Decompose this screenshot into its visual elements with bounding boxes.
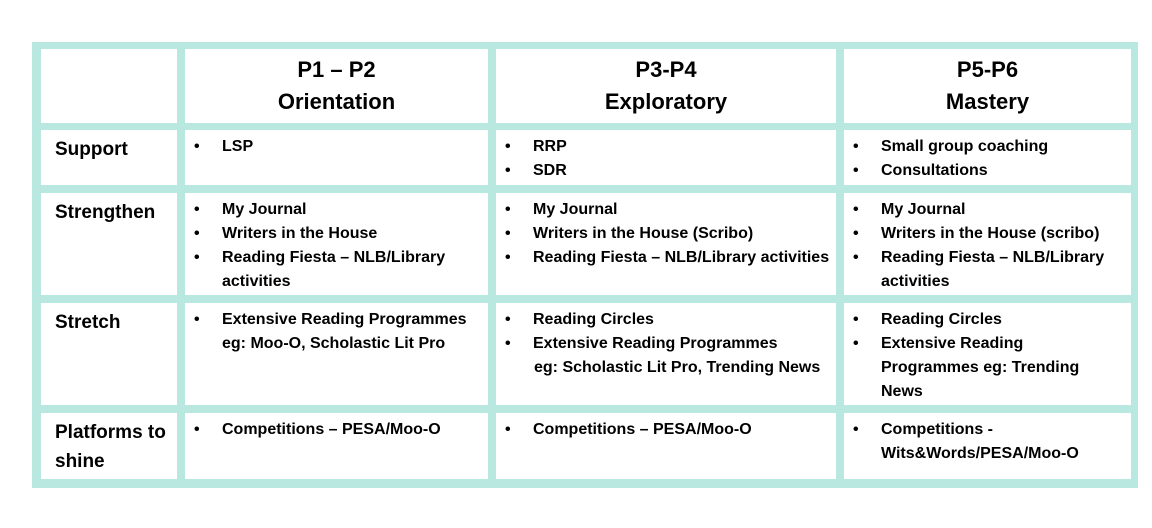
- bullet-icon: •: [853, 335, 859, 352]
- header-p1-p2: P1 – P2 Orientation: [185, 49, 488, 123]
- bullet-icon: •: [505, 335, 511, 352]
- support-p5-p6-cell: • Small group coaching • Consultations: [844, 130, 1131, 185]
- row-label-stretch: Stretch: [41, 303, 177, 405]
- row-label-strengthen: Strengthen: [41, 193, 177, 295]
- bullet-icon: •: [194, 138, 200, 155]
- bullet-icon: •: [194, 249, 200, 266]
- platforms-p3-p4-list: • Competitions – PESA/Moo-O: [496, 413, 836, 442]
- list-item: • Extensive Reading Programmes: [496, 332, 830, 356]
- header-p5-p6: P5-P6 Mastery: [844, 49, 1131, 123]
- list-item: • RRP: [496, 135, 830, 159]
- stretch-p3-p4-continuation: eg: Scholastic Lit Pro, Trending News: [534, 359, 821, 376]
- header-p1-p2-stage: Orientation: [277, 89, 396, 114]
- bullet-icon: •: [853, 421, 859, 438]
- strengthen-p5-p6-list: • My Journal • Writers in the House (scrib…: [844, 193, 1131, 294]
- list-item: • Extensive Reading Programmes eg: Trendi…: [844, 332, 1125, 404]
- stretch-p3-p4-cell: • Reading Circles • Extensive Reading Prog…: [496, 303, 836, 405]
- support-p1-p2-cell: • LSP: [185, 130, 488, 185]
- bullet-icon: •: [194, 201, 200, 218]
- list-item: • Writers in the House: [185, 222, 482, 246]
- support-p3-p4-cell: • RRP • SDR: [496, 130, 836, 185]
- bullet-icon: •: [505, 311, 511, 328]
- support-p5-p6-list: • Small group coaching • Consultations: [844, 130, 1131, 183]
- row-label-platforms-to-shine: Platforms to shine: [41, 413, 177, 479]
- list-item: • Reading Circles: [844, 308, 1125, 332]
- bullet-icon: •: [505, 162, 511, 179]
- list-item: • Reading Fiesta – NLB/Library activities: [844, 246, 1125, 294]
- header-p3-p4-stage: Exploratory: [604, 89, 728, 114]
- bullet-icon: •: [194, 225, 200, 242]
- bullet-icon: •: [505, 138, 511, 155]
- bullet-icon: •: [853, 201, 859, 218]
- list-item: • SDR: [496, 159, 830, 183]
- platforms-p3-p4-cell: • Competitions – PESA/Moo-O: [496, 413, 836, 479]
- bullet-icon: •: [853, 138, 859, 155]
- bullet-icon: •: [194, 311, 200, 328]
- stretch-p5-p6-cell: • Reading Circles • Extensive Reading Prog…: [844, 303, 1131, 405]
- header-p3-p4-level: P3-P4: [635, 57, 697, 82]
- bullet-icon: •: [505, 249, 511, 266]
- bullet-icon: •: [505, 201, 511, 218]
- stretch-p5-p6-list: • Reading Circles • Extensive Reading Prog…: [844, 303, 1131, 404]
- row-label-support: Support: [41, 130, 177, 185]
- list-item: • Small group coaching: [844, 135, 1125, 159]
- platforms-p1-p2-list: • Competitions – PESA/Moo-O: [185, 413, 488, 442]
- bullet-icon: •: [194, 421, 200, 438]
- list-item: • My Journal: [844, 198, 1125, 222]
- strengthen-p1-p2-list: • My Journal • Writers in the House • Readi…: [185, 193, 488, 294]
- bullet-icon: •: [505, 421, 511, 438]
- list-item: • Reading Circles: [496, 308, 830, 332]
- strengthen-p3-p4-cell: • My Journal • Writers in the House (Scrib…: [496, 193, 836, 295]
- stretch-p3-p4-list: • Reading Circles • Extensive Reading Prog…: [496, 303, 836, 356]
- list-item: • Competitions – PESA/Moo-O: [185, 418, 482, 442]
- stretch-p1-p2-cell: • Extensive Reading Programmes eg: Moo-O,…: [185, 303, 488, 405]
- bullet-icon: •: [853, 162, 859, 179]
- header-p1-p2-level: P1 – P2: [297, 57, 376, 82]
- list-item: • Competitions - Wits&Words/PESA/Moo-O: [844, 418, 1125, 466]
- header-p3-p4: P3-P4 Exploratory: [496, 49, 836, 123]
- bullet-icon: •: [853, 311, 859, 328]
- list-item: • Reading Fiesta – NLB/Library activities: [496, 246, 830, 270]
- list-item: • Reading Fiesta – NLB/Library activities: [185, 246, 482, 294]
- bullet-icon: •: [853, 225, 859, 242]
- list-item: • My Journal: [185, 198, 482, 222]
- list-item: • Writers in the House (scribo): [844, 222, 1125, 246]
- support-p1-p2-list: • LSP: [185, 130, 488, 159]
- platforms-p5-p6-cell: • Competitions - Wits&Words/PESA/Moo-O: [844, 413, 1131, 479]
- platforms-p5-p6-list: • Competitions - Wits&Words/PESA/Moo-O: [844, 413, 1131, 466]
- bullet-icon: •: [505, 225, 511, 242]
- list-item: • LSP: [185, 135, 482, 159]
- list-item: • Consultations: [844, 159, 1125, 183]
- platforms-p1-p2-cell: • Competitions – PESA/Moo-O: [185, 413, 488, 479]
- support-p3-p4-list: • RRP • SDR: [496, 130, 836, 183]
- strengthen-p5-p6-cell: • My Journal • Writers in the House (scrib…: [844, 193, 1131, 295]
- header-corner-cell: [41, 49, 177, 123]
- header-p5-p6-level: P5-P6: [956, 57, 1019, 82]
- strengthen-p3-p4-list: • My Journal • Writers in the House (Scrib…: [496, 193, 836, 270]
- strengthen-p1-p2-cell: • My Journal • Writers in the House • Readi…: [185, 193, 488, 295]
- list-item: • Writers in the House (Scribo): [496, 222, 830, 246]
- list-item: • Extensive Reading Programmes eg: Moo-O,…: [185, 308, 482, 356]
- programme-table: P1 – P2 Orientation P3-P4 Exploratory P5…: [32, 42, 1138, 488]
- list-item: • Competitions – PESA/Moo-O: [496, 418, 830, 442]
- stretch-p1-p2-list: • Extensive Reading Programmes eg: Moo-O,…: [185, 303, 488, 356]
- header-p5-p6-stage: Mastery: [945, 89, 1030, 114]
- bullet-icon: •: [853, 249, 859, 266]
- list-item: • My Journal: [496, 198, 830, 222]
